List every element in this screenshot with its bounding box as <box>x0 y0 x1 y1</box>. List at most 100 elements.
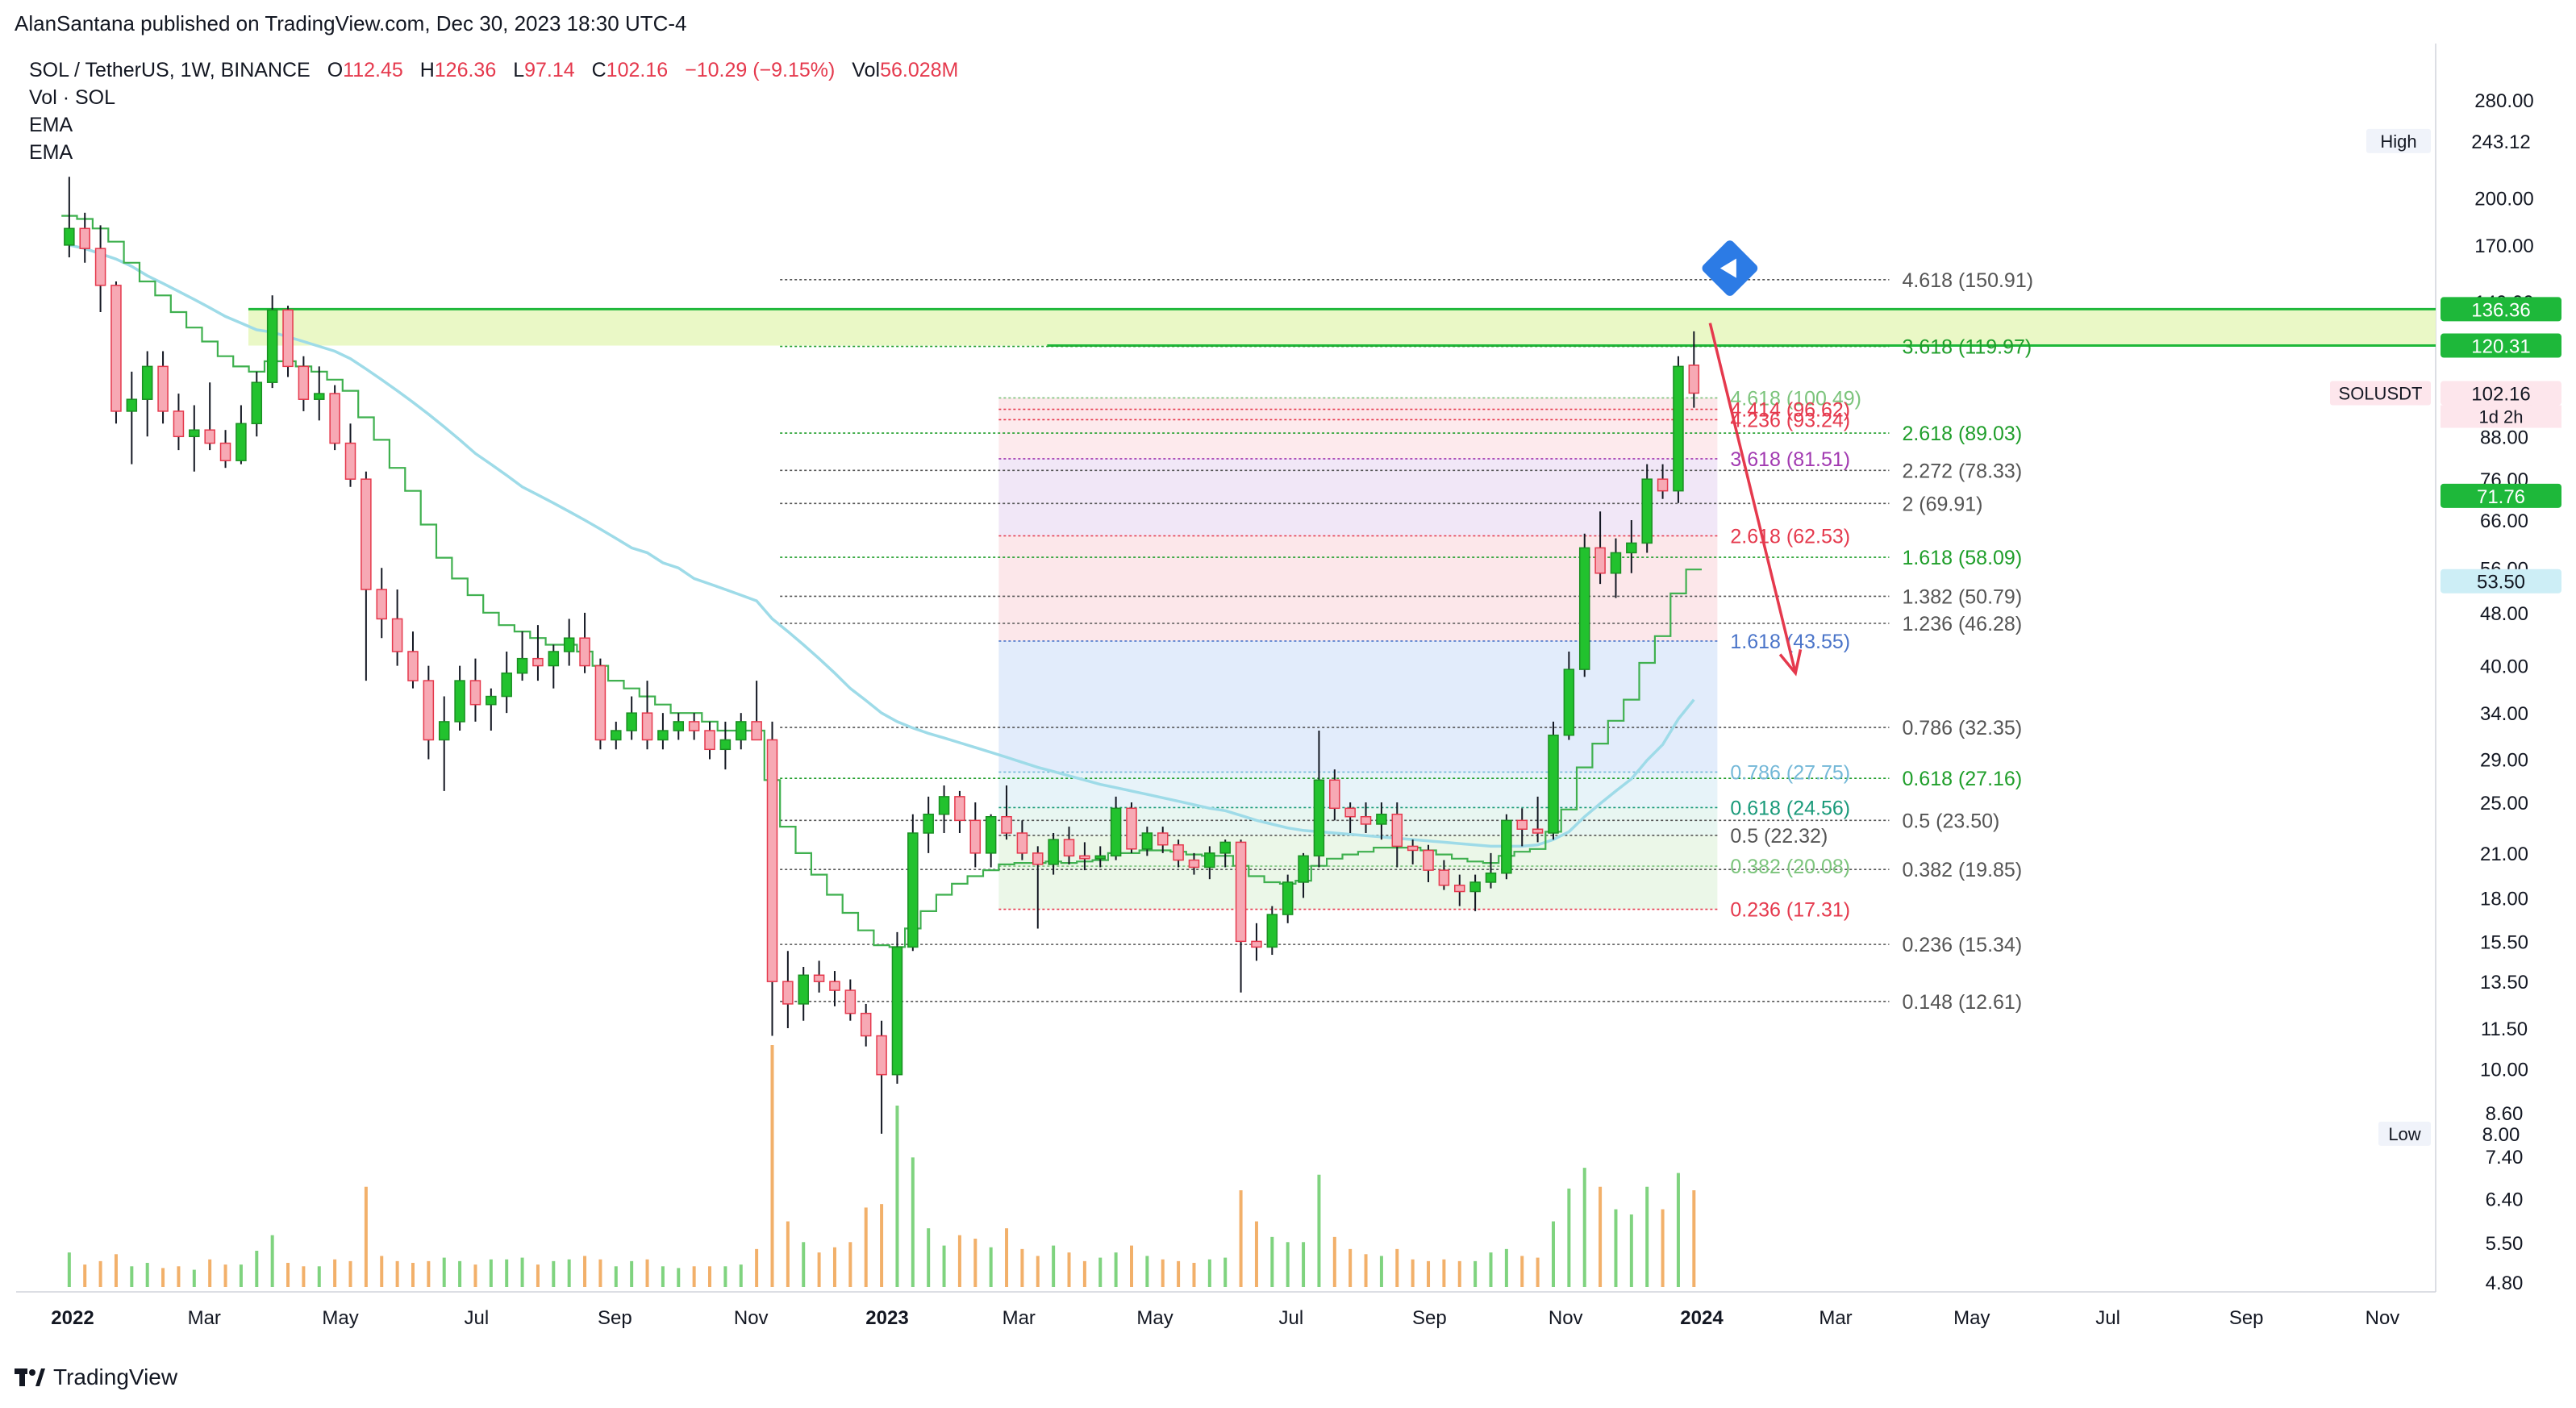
candle-body <box>751 721 762 741</box>
price-axis-tag <box>2366 128 2431 153</box>
volume-bar <box>1536 1257 1540 1287</box>
footer-bar: TradingView <box>0 1355 2576 1408</box>
candle-body <box>641 712 653 741</box>
candle-body <box>1626 542 1637 554</box>
fib-box-level-label: 4.414 (96.62) <box>1730 399 1850 422</box>
legend-symbol[interactable]: SOL / TetherUS, 1W, BINANCE <box>29 59 311 81</box>
legend-indicator-ema-fast[interactable]: EMA <box>29 114 73 136</box>
fib-box-level-label: 4.618 (100.49) <box>1730 387 1861 410</box>
time-axis-tick-label: Nov <box>734 1307 769 1329</box>
volume-bar <box>1427 1260 1431 1287</box>
candle-body <box>1344 807 1356 818</box>
fib-right-level-label: 0.5 (23.50) <box>1902 810 1999 832</box>
volume-bar <box>786 1221 790 1287</box>
volume-bar <box>1067 1252 1071 1287</box>
volume-bar <box>1317 1174 1321 1287</box>
time-axis-tick-label: Mar <box>1002 1307 1036 1329</box>
price-axis-tag-label: SOLUSDT <box>2339 384 2423 404</box>
candle-body <box>813 974 825 982</box>
volume-bar <box>270 1235 274 1287</box>
time-axis-tick-label: Nov <box>2366 1307 2400 1329</box>
time-axis-tick-label: Sep <box>2229 1307 2264 1329</box>
fib-box-level-label: 0.786 (27.75) <box>1730 761 1850 784</box>
legend-ohlc: O112.45 H126.36 L97.14 C102.16 −10.29 (−… <box>327 59 970 81</box>
fib-right-level-label: 2.272 (78.33) <box>1902 460 2022 482</box>
candle-body <box>1548 734 1559 834</box>
price-axis-badge <box>2441 128 2561 153</box>
volume-bar <box>536 1264 540 1287</box>
legend-vol-value: 56.028M <box>880 59 959 81</box>
candle-body <box>1329 779 1340 810</box>
tradingview-logo[interactable]: TradingView <box>15 1364 177 1390</box>
volume-bar <box>395 1260 399 1287</box>
volume-bar <box>802 1242 806 1287</box>
resistance-zone <box>248 309 2436 346</box>
candle-body <box>1235 841 1247 943</box>
volume-bar <box>1005 1228 1009 1287</box>
fib-box-band <box>998 835 1718 910</box>
volume-bar <box>895 1106 899 1287</box>
time-axis-tick-label: Mar <box>1819 1307 1852 1329</box>
candle-body <box>1516 819 1528 830</box>
ema-slow-line <box>69 244 1695 848</box>
candle-body <box>64 227 75 246</box>
price-axis-tick-label: 280.00 <box>2474 90 2533 112</box>
candle-body <box>1204 852 1215 869</box>
fib-right-level-label: 0.382 (19.85) <box>1902 859 2022 881</box>
price-axis-badge-label: 120.31 <box>2471 336 2530 358</box>
time-axis-tick-label: 2023 <box>865 1307 908 1329</box>
legend-indicator-ema-slow[interactable]: EMA <box>29 141 73 164</box>
candle-body <box>79 227 90 249</box>
legend-indicator-vol[interactable]: Vol · SOL <box>29 86 115 109</box>
candle-body <box>516 657 528 674</box>
legend-close-key: C <box>591 59 606 81</box>
price-axis-tick-label: 170.00 <box>2474 235 2533 257</box>
legend-open-key: O <box>327 59 344 81</box>
candle-body <box>438 721 450 741</box>
volume-bar <box>145 1263 149 1287</box>
volume-bar <box>598 1259 602 1287</box>
price-axis-badge-label: 53.50 <box>2477 572 2525 594</box>
volume-bar <box>177 1266 181 1287</box>
price-axis-tick-label: 66.00 <box>2480 510 2528 532</box>
volume-bar <box>1520 1256 1524 1287</box>
fib-box-level-label: 4.236 (93.24) <box>1730 409 1850 431</box>
volume-bar <box>1379 1256 1383 1287</box>
candle-body <box>1594 547 1606 574</box>
time-axis-tick-label: Jul <box>2095 1307 2120 1329</box>
candle-body <box>1188 859 1200 869</box>
volume-bar <box>1161 1259 1165 1287</box>
volume-bar <box>1411 1259 1415 1287</box>
fib-box-band <box>998 458 1718 536</box>
candle-body <box>1282 881 1294 915</box>
candle-body <box>1423 849 1434 871</box>
candle-body <box>1407 845 1419 852</box>
candle-body <box>1578 547 1590 670</box>
volume-bar <box>942 1245 946 1287</box>
price-axis-tick-label: 8.60 <box>2486 1103 2524 1125</box>
chart-frame[interactable]: 4.618 (150.91) 3.618 (119.97) 2.618 (89.03… <box>16 44 2576 1355</box>
volume-bar <box>1614 1209 1618 1287</box>
volume-bar <box>1286 1242 1290 1287</box>
chart-svg[interactable]: 4.618 (150.91) 3.618 (119.97) 2.618 (89.03… <box>16 44 2576 1355</box>
candle-body <box>563 637 575 652</box>
volume-bar <box>645 1259 649 1287</box>
price-axis-tick-label: 40.00 <box>2480 656 2528 678</box>
volume-bar <box>192 1269 196 1287</box>
price-axis-badge-label: 102.16 <box>2471 384 2530 406</box>
volume-bar <box>1223 1257 1228 1287</box>
time-axis-tick-label: May <box>1136 1307 1173 1329</box>
candle-body <box>1454 885 1465 893</box>
candle-body <box>1266 914 1278 948</box>
volume-bar <box>1567 1188 1571 1287</box>
volume-bar <box>1395 1248 1399 1287</box>
volume-bar <box>1192 1263 1196 1287</box>
candle-body <box>1126 807 1137 850</box>
price-axis-badge-label: 71.76 <box>2477 486 2525 508</box>
volume-bar <box>1130 1245 1133 1287</box>
volume-bar <box>567 1259 571 1287</box>
volume-bar <box>1036 1256 1040 1287</box>
fib-right-level-label: 2.618 (89.03) <box>1902 423 2022 445</box>
volume-bar <box>302 1266 306 1287</box>
candle-body <box>985 816 997 854</box>
